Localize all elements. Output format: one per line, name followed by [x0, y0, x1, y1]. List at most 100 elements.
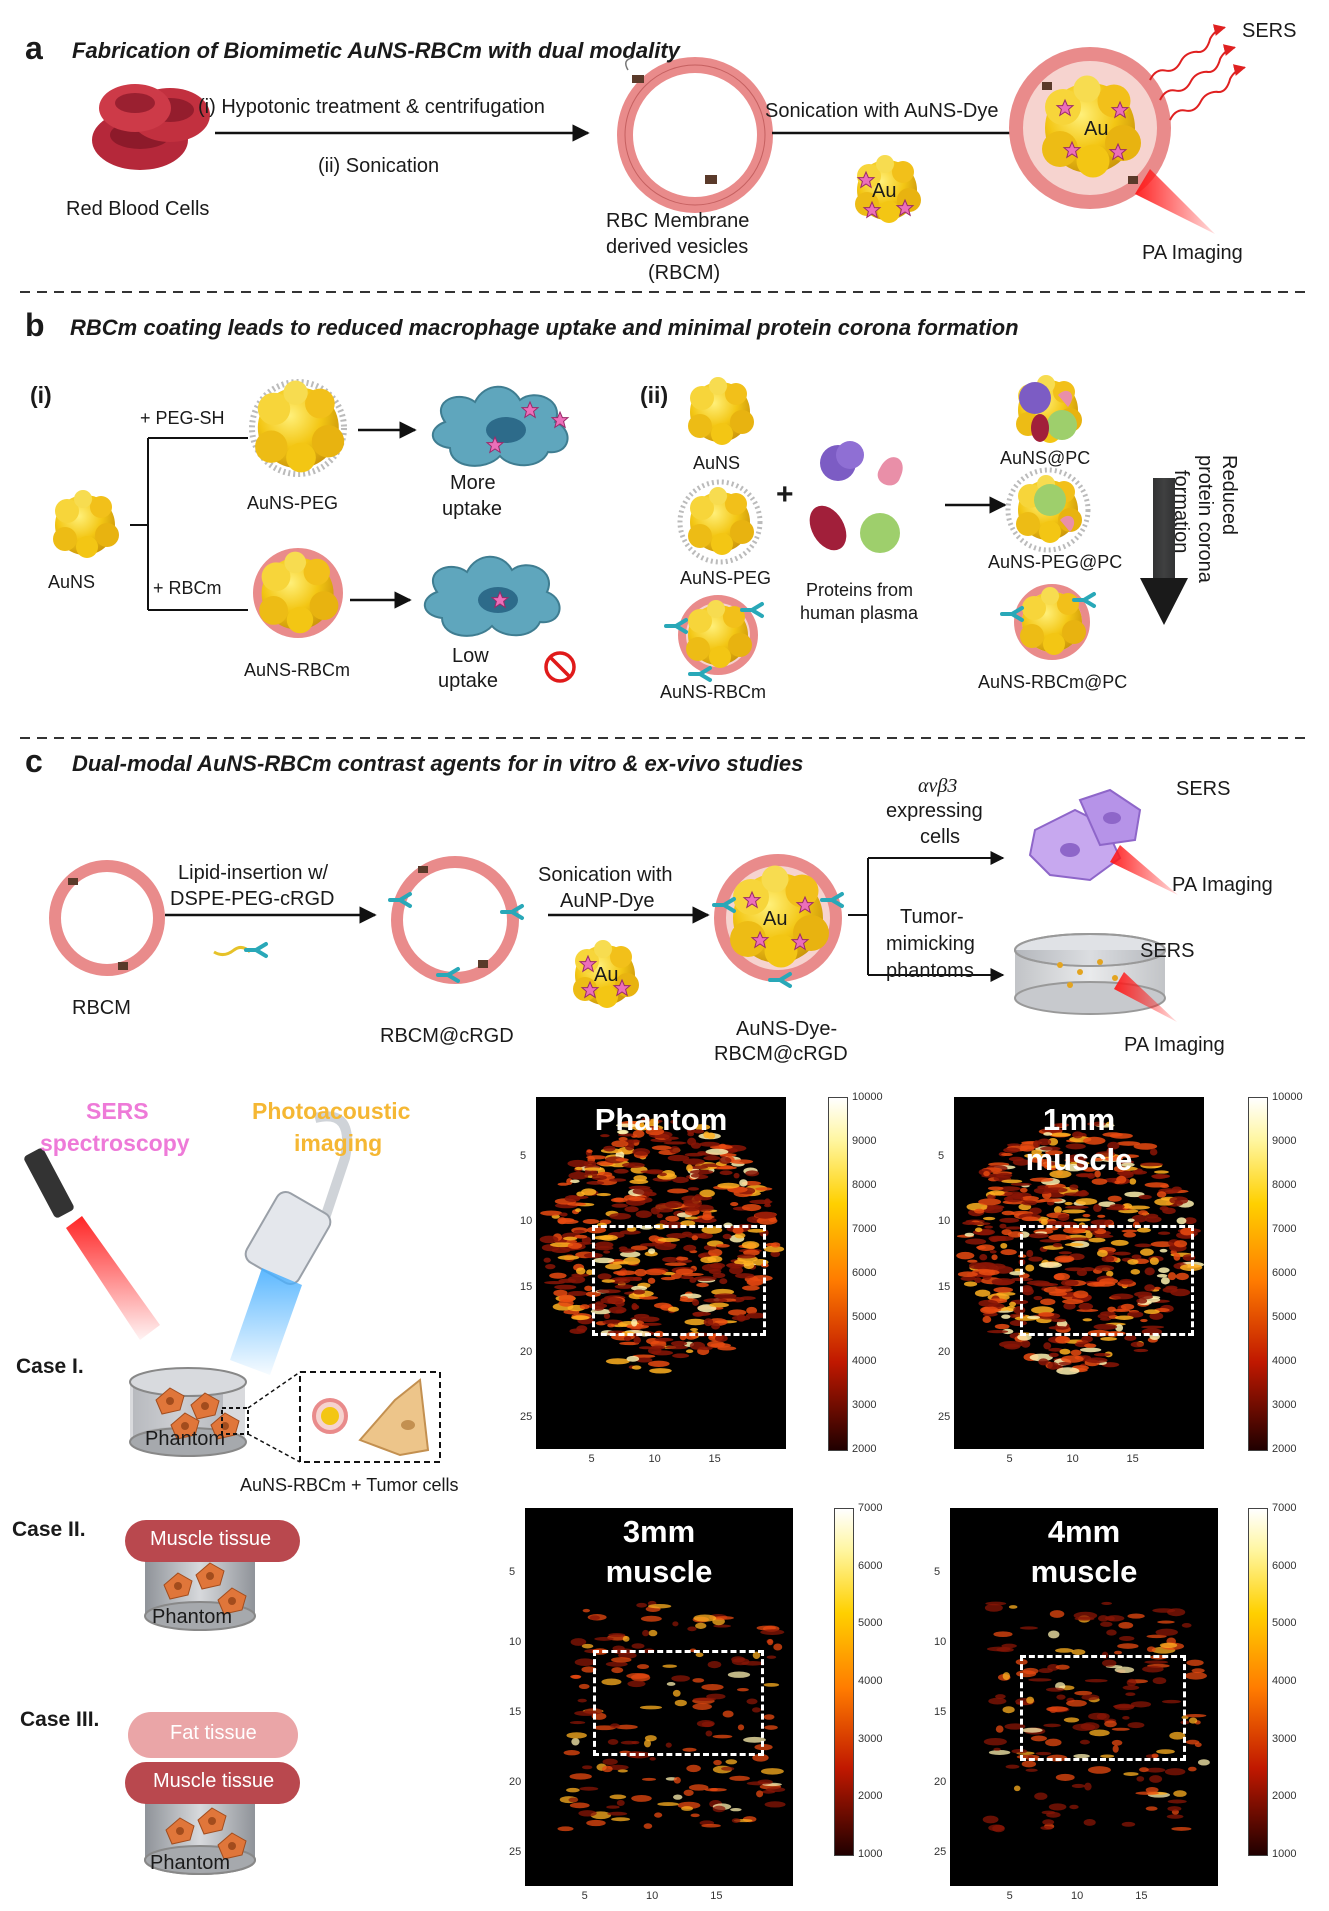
colorbar-tick-3-3: 4000: [1272, 1675, 1297, 1687]
x-tick-1-1: 10: [1066, 1453, 1079, 1465]
expressing-2: cells: [920, 826, 961, 848]
muscle-label-2: Muscle tissue: [150, 1528, 272, 1550]
auns-peg-ii-label: AuNS-PEG: [680, 568, 772, 588]
panel-b-heading: RBCm coating leads to reduced macrophage…: [70, 315, 1019, 340]
lipid-1: Lipid-insertion w/: [178, 862, 329, 884]
colorbar-tick-0-1: 9000: [852, 1135, 877, 1147]
sub-i: (i): [30, 382, 52, 408]
auns-ii-label: AuNS: [693, 453, 741, 473]
proteins-1: Proteins from: [806, 580, 914, 600]
auns-peg-label: AuNS-PEG: [247, 493, 339, 513]
sub-ii: (ii): [640, 382, 669, 408]
y-tick-3-4: 25: [934, 1846, 947, 1858]
rbcm-c-label: RBCM: [72, 997, 131, 1019]
pa-speckle-0: [539, 1117, 785, 1374]
y-tick-3-1: 10: [934, 1636, 947, 1648]
vesicle-label-1: RBC Membrane: [606, 210, 750, 232]
colorbar-tick-1-5: 5000: [1272, 1311, 1297, 1323]
colorbar-1: [1248, 1097, 1268, 1451]
colorbar-tick-0-5: 5000: [852, 1311, 877, 1323]
panel-a-heading: Fabrication of Biomimetic AuNS-RBCm with…: [72, 38, 680, 63]
proteins-2: human plasma: [800, 603, 919, 623]
pa-title-3-1: muscle: [1030, 1554, 1138, 1589]
panel-b-letter: b: [25, 307, 45, 343]
au-label: Au: [872, 180, 897, 202]
y-tick-0-1: 10: [520, 1215, 533, 1228]
panel-a-letter: a: [25, 30, 43, 66]
sers-c-2: SERS: [1140, 940, 1195, 962]
colorbar-tick-3-2: 5000: [1272, 1617, 1297, 1630]
pa-title-1: Photoacoustic: [252, 1098, 411, 1124]
auns-rbcm-label: AuNS-RBCm: [244, 660, 351, 680]
au-label-coated: Au: [1084, 118, 1109, 140]
low-uptake-1: Low: [452, 645, 489, 667]
sonication-label: Sonication with AuNS-Dye: [765, 100, 999, 122]
pa-title-0-0: Phantom: [594, 1102, 728, 1137]
sers-c-1: SERS: [1176, 778, 1231, 800]
colorbar-tick-1-3: 7000: [1272, 1223, 1297, 1235]
colorbar-tick-1-6: 4000: [1272, 1355, 1297, 1367]
colorbar-tick-0-8: 2000: [852, 1443, 877, 1455]
colorbar-tick-2-1: 6000: [858, 1559, 883, 1572]
step1-label: (i) Hypotonic treatment & centrifugation: [198, 96, 545, 118]
reduced-3-rot: formation: [1170, 470, 1192, 554]
product-1: AuNS-Dye-: [736, 1018, 838, 1040]
step2-label: (ii) Sonication: [318, 155, 440, 177]
y-tick-2-2: 15: [509, 1706, 522, 1718]
reduced-1-rot: Reduced: [1218, 455, 1240, 536]
colorbar-tick-0-4: 6000: [852, 1267, 877, 1279]
colorbar-3: [1248, 1508, 1268, 1856]
colorbar-tick-3-5: 2000: [1272, 1790, 1297, 1803]
y-tick-3-2: 15: [934, 1706, 947, 1718]
product-2: RBCM@cRGD: [714, 1043, 848, 1065]
pa-label: PA Imaging: [1142, 242, 1243, 264]
expressing-1: expressing: [886, 800, 983, 822]
colorbar-tick-0-2: 8000: [852, 1179, 877, 1191]
panel-c-letter: c: [25, 743, 43, 779]
tumor-3: phantoms: [886, 960, 974, 982]
sonication-c-2: AuNP-Dye: [560, 890, 655, 912]
pa-speckle-2: [557, 1600, 786, 1832]
vesicle-label-3: (RBCM): [648, 262, 721, 284]
colorbar-tick-0-6: 4000: [852, 1355, 877, 1367]
colorbar-tick-2-3: 4000: [858, 1675, 883, 1687]
colorbar-0: [828, 1097, 848, 1451]
sers-label: SERS: [1242, 20, 1297, 42]
x-tick-1-2: 15: [1126, 1453, 1139, 1465]
more-uptake-1: More: [450, 472, 496, 494]
y-tick-0-4: 25: [520, 1410, 533, 1423]
x-tick-3-1: 10: [1070, 1890, 1084, 1902]
tumor-2: mimicking: [886, 933, 975, 955]
y-tick-2-3: 20: [509, 1776, 522, 1788]
low-uptake-2: uptake: [438, 670, 499, 692]
au-c-large: Au: [763, 908, 788, 930]
pa-image-0: [536, 1097, 786, 1449]
integrin-label: αvβ3: [918, 775, 958, 797]
colorbar-tick-1-2: 8000: [1272, 1179, 1297, 1191]
y-tick-1-1: 10: [938, 1215, 951, 1228]
fat-label: Fat tissue: [170, 1722, 257, 1744]
pa-title-2: imaging: [294, 1130, 383, 1156]
pa-title-2-0: 3mm: [622, 1514, 696, 1549]
y-tick-3-3: 20: [934, 1776, 947, 1788]
more-uptake-2: uptake: [442, 498, 503, 520]
y-tick-0-3: 20: [520, 1345, 533, 1358]
auns-rbcm-ii-label: AuNS-RBCm: [660, 682, 767, 702]
pa-image-1: [954, 1097, 1204, 1449]
x-tick-2-1: 10: [645, 1890, 659, 1902]
sers-title-1: SERS: [86, 1098, 149, 1124]
colorbar-tick-1-0: 10000: [1272, 1091, 1303, 1103]
x-tick-0-1: 10: [648, 1453, 661, 1465]
y-tick-2-1: 10: [509, 1636, 522, 1648]
colorbar-tick-2-5: 2000: [858, 1790, 883, 1803]
roi-box-2: [593, 1650, 764, 1756]
y-tick-2-4: 25: [509, 1846, 522, 1858]
x-tick-2-0: 5: [581, 1890, 588, 1902]
pa-image-3: [950, 1508, 1218, 1886]
colorbar-tick-2-0: 7000: [858, 1502, 883, 1514]
x-tick-3-0: 5: [1006, 1890, 1013, 1902]
colorbar-tick-3-1: 6000: [1272, 1559, 1297, 1572]
colorbar-tick-0-0: 10000: [852, 1091, 883, 1103]
colorbar-tick-2-6: 1000: [858, 1848, 883, 1860]
